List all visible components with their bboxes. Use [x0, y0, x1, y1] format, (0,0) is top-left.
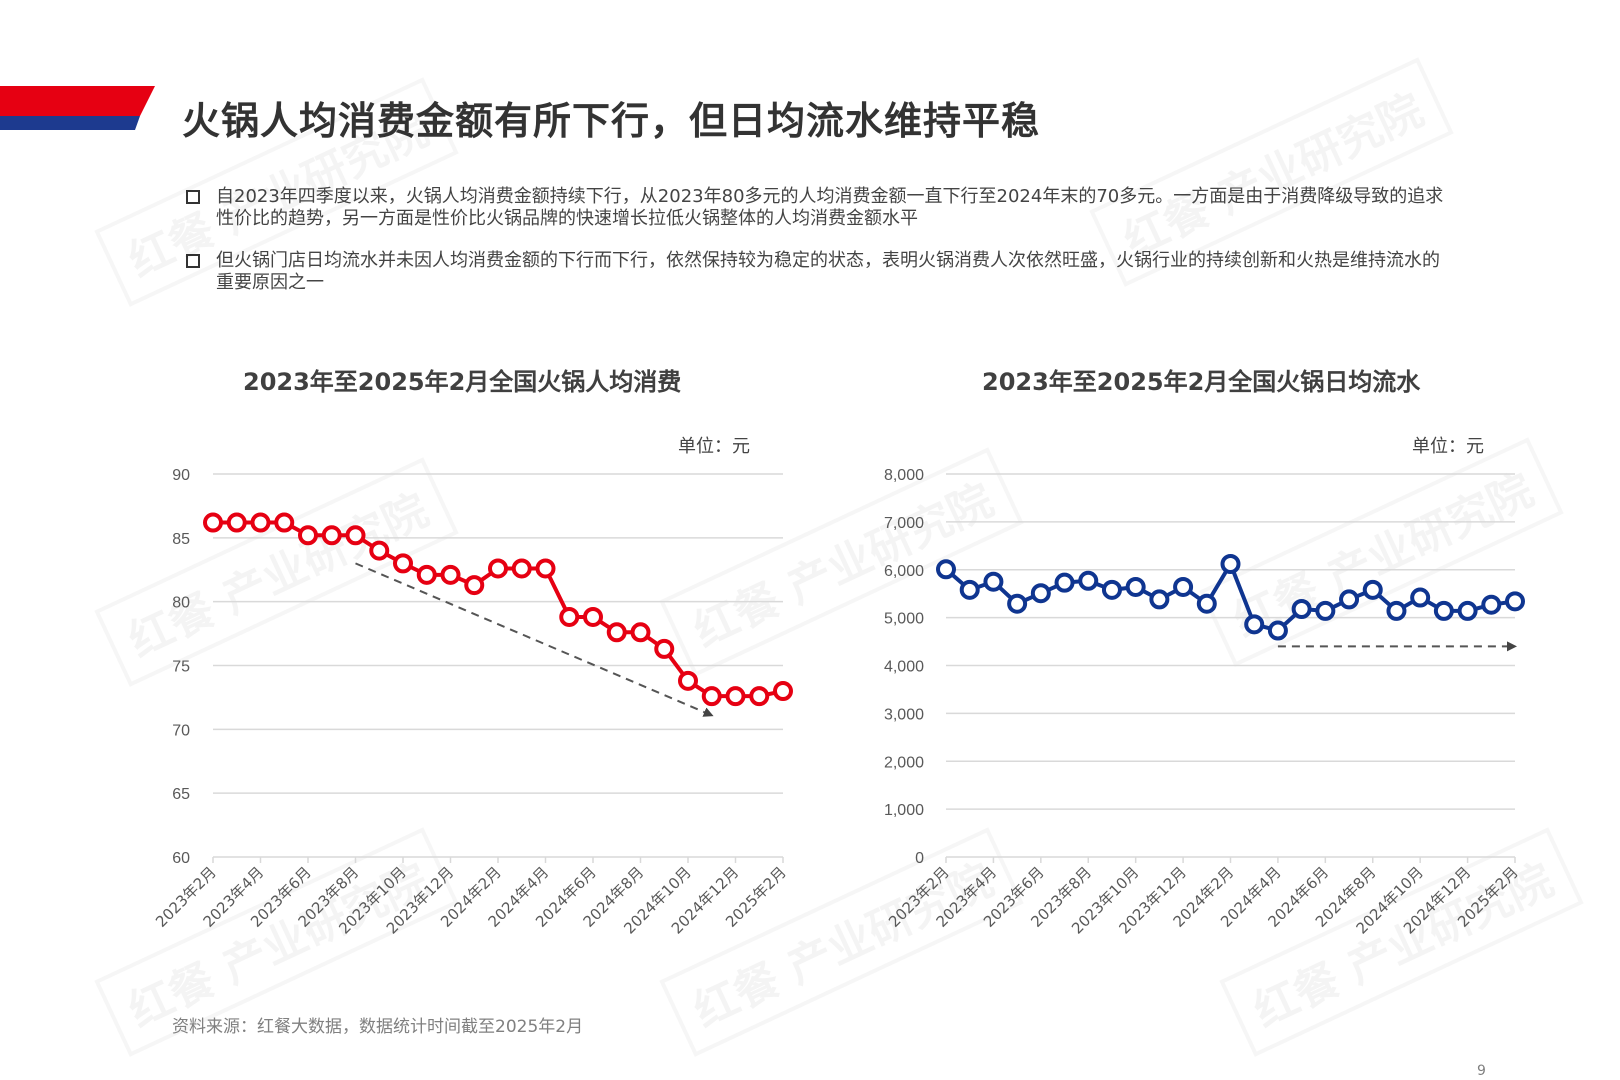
data-point [1433, 600, 1454, 621]
bullet-list: 自2023年四季度以来，火锅人均消费金额持续下行，从2023年80多元的人均消费… [182, 186, 1452, 314]
data-point [559, 606, 580, 627]
svg-text:3,000: 3,000 [884, 706, 924, 723]
svg-text:8,000: 8,000 [884, 467, 924, 484]
svg-text:75: 75 [172, 659, 190, 676]
per-capita-chart: 606570758085902023年2月2023年4月2023年6月2023年… [152, 467, 793, 938]
data-point [606, 622, 627, 643]
data-point [1173, 576, 1194, 597]
data-point [701, 686, 722, 707]
data-point [1149, 589, 1170, 610]
bullet-text: 自2023年四季度以来，火锅人均消费金额持续下行，从2023年80多元的人均消费… [216, 186, 1444, 229]
data-point [1196, 593, 1217, 614]
data-point [416, 564, 437, 585]
data-point [1386, 600, 1407, 621]
data-point [936, 559, 956, 580]
unit-label-right: 单位：元 [1412, 436, 1484, 457]
bullet-text: 但火锅门店日均流水并未因人均消费金额的下行而下行，依然保持较为稳定的状态，表明火… [216, 250, 1440, 293]
data-point [440, 564, 461, 585]
data-point [393, 553, 413, 574]
square-bullet-icon [186, 190, 200, 204]
data-point [511, 558, 532, 579]
unit-label-left: 单位：元 [678, 436, 750, 457]
chart-title-per-capita: 2023年至2025年2月全国火锅人均消费 [243, 368, 682, 396]
data-point [1362, 579, 1383, 600]
svg-text:2,000: 2,000 [884, 754, 924, 771]
svg-text:60: 60 [172, 850, 190, 867]
data-point [345, 525, 366, 546]
data-point [1007, 593, 1028, 614]
svg-text:90: 90 [172, 467, 190, 484]
data-point [1244, 614, 1265, 635]
chart-title-daily-revenue: 2023年至2025年2月全国火锅日均流水 [982, 368, 1421, 396]
data-point [321, 525, 342, 546]
data-point [274, 512, 295, 533]
data-point [488, 558, 508, 579]
data-point [1410, 587, 1431, 608]
square-bullet-icon [186, 254, 200, 268]
data-point [203, 512, 223, 533]
data-point [1481, 594, 1502, 615]
data-point [773, 681, 793, 702]
data-point [1291, 599, 1312, 620]
data-point [583, 606, 603, 627]
data-point [369, 540, 390, 561]
svg-text:4,000: 4,000 [884, 659, 924, 676]
data-point [535, 558, 556, 579]
data-point [1078, 570, 1099, 591]
data-point [1125, 576, 1146, 597]
data-point [226, 512, 247, 533]
data-point [630, 622, 651, 643]
data-point [250, 512, 271, 533]
svg-text:80: 80 [172, 595, 190, 612]
data-point [725, 686, 746, 707]
svg-text:0: 0 [915, 850, 924, 867]
data-point [464, 575, 485, 596]
data-point [1457, 600, 1478, 621]
data-point [678, 670, 698, 691]
svg-text:65: 65 [172, 786, 190, 803]
svg-text:70: 70 [172, 722, 190, 739]
data-point [1267, 620, 1288, 641]
data-point [1220, 554, 1241, 575]
data-point [749, 686, 770, 707]
bullet-item: 但火锅门店日均流水并未因人均消费金额的下行而下行，依然保持较为稳定的状态，表明火… [182, 250, 1452, 294]
data-point [983, 571, 1004, 592]
data-point [298, 525, 318, 546]
header-banner [0, 86, 155, 130]
data-point [1505, 591, 1525, 612]
data-point [1054, 572, 1075, 593]
svg-text:7,000: 7,000 [884, 515, 924, 532]
data-point [1315, 600, 1336, 621]
data-source-note: 资料来源：红餐大数据，数据统计时间截至2025年2月 [172, 1017, 584, 1037]
daily-revenue-chart: 0 1,000 2,000 3,000 4,000 5,000 6,000 7,000 8,00… [884, 467, 1525, 938]
svg-text:6,000: 6,000 [884, 563, 924, 580]
data-point [654, 638, 675, 659]
svg-text:85: 85 [172, 531, 190, 548]
page-number: 9 [1477, 1063, 1486, 1079]
data-point [959, 579, 980, 600]
data-point [1030, 583, 1051, 604]
data-point [1339, 589, 1360, 610]
data-point [1101, 579, 1122, 600]
bullet-item: 自2023年四季度以来，火锅人均消费金额持续下行，从2023年80多元的人均消费… [182, 186, 1452, 230]
svg-text:1,000: 1,000 [884, 802, 924, 819]
page-title: 火锅人均消费金额有所下行，但日均流水维持平稳 [182, 99, 1041, 143]
svg-text:5,000: 5,000 [884, 611, 924, 628]
